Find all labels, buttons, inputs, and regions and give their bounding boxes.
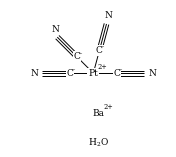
Text: ⁻: ⁻ — [78, 52, 82, 58]
Text: H: H — [88, 138, 96, 147]
Text: N: N — [148, 69, 156, 78]
Text: ⁻: ⁻ — [118, 68, 122, 74]
Text: C: C — [67, 69, 73, 78]
Text: ⁻: ⁻ — [72, 68, 75, 74]
Text: 2+: 2+ — [104, 103, 114, 111]
Text: Ba: Ba — [93, 109, 105, 118]
Text: 2+: 2+ — [97, 62, 107, 70]
Text: C: C — [113, 69, 120, 78]
Text: N: N — [104, 11, 112, 20]
Text: ⁻: ⁻ — [101, 46, 104, 52]
Text: C: C — [96, 46, 103, 55]
Text: O: O — [100, 138, 108, 147]
Text: N: N — [52, 25, 60, 34]
Text: C: C — [73, 52, 80, 61]
Text: N: N — [31, 69, 38, 78]
Text: Pt: Pt — [88, 69, 98, 78]
Text: 2: 2 — [96, 142, 100, 147]
